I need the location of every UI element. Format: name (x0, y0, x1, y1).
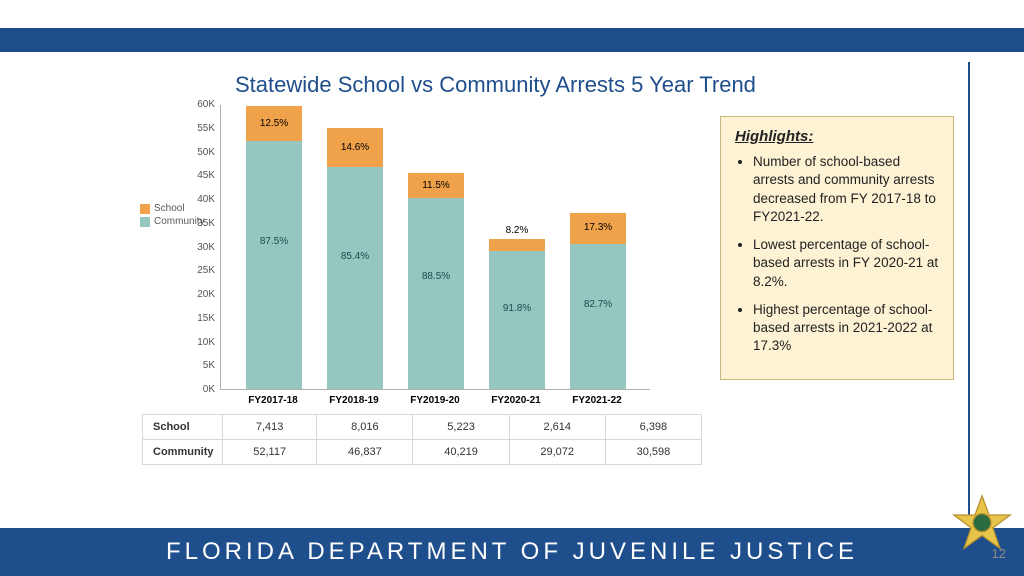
row-school-label: School (143, 415, 223, 440)
bar-label-school: 14.6% (327, 142, 383, 153)
bar-label-community: 85.4% (327, 251, 383, 262)
highlight-item: Number of school-based arrests and commu… (753, 153, 939, 226)
chart-container: School Community 0K5K10K15K20K25K30K35K4… (140, 105, 700, 465)
y-tick: 10K (181, 337, 215, 348)
y-tick: 40K (181, 194, 215, 205)
cell: 30,598 (605, 440, 701, 465)
footer-bar: FLORIDA DEPARTMENT OF JUVENILE JUSTICE (0, 528, 1024, 576)
bar-school: 11.5% (408, 173, 464, 198)
highlights-box: Highlights: Number of school-based arres… (720, 116, 954, 380)
bar-group: 87.5% 12.5% (246, 106, 302, 389)
cell: 5,223 (413, 415, 509, 440)
bar-group: 85.4% 14.6% (327, 128, 383, 389)
cell: 8,016 (317, 415, 413, 440)
y-tick: 0K (181, 384, 215, 395)
bar-school: 12.5% (246, 106, 302, 141)
bar-label-community: 87.5% (246, 236, 302, 247)
bar-community: 85.4% (327, 167, 383, 389)
agency-badge-icon (950, 492, 1014, 556)
y-tick: 25K (181, 265, 215, 276)
swatch-school (140, 204, 150, 214)
y-tick: 50K (181, 147, 215, 158)
cell: 7,413 (223, 415, 317, 440)
x-category: FY2017-18 (232, 395, 314, 406)
bar-school: 8.2% (489, 239, 545, 251)
x-category: FY2019-20 (394, 395, 476, 406)
bar-group: 88.5% 11.5% (408, 173, 464, 389)
bar-label-community: 88.5% (408, 271, 464, 282)
bar-group: 91.8% 8.2% (489, 239, 545, 390)
footer-text: FLORIDA DEPARTMENT OF JUVENILE JUSTICE (166, 538, 858, 566)
bar-label-school: 11.5% (408, 180, 464, 191)
y-tick: 45K (181, 170, 215, 181)
bar-community: 82.7% (570, 244, 626, 389)
y-tick: 55K (181, 123, 215, 134)
y-tick: 60K (181, 99, 215, 110)
highlight-item: Highest percentage of school-based arres… (753, 301, 939, 356)
bar-label-school: 17.3% (570, 222, 626, 233)
cell: 46,837 (317, 440, 413, 465)
legend-school-label: School (154, 203, 185, 214)
y-tick: 15K (181, 313, 215, 324)
highlights-title: Highlights: (735, 127, 939, 147)
right-divider (968, 62, 970, 518)
chart-title: Statewide School vs Community Arrests 5 … (235, 72, 756, 98)
x-category: FY2018-19 (313, 395, 395, 406)
bar-school: 17.3% (570, 213, 626, 243)
top-bar (0, 28, 1024, 52)
bar-label-community: 91.8% (489, 303, 545, 314)
bar-community: 87.5% (246, 141, 302, 389)
cell: 2,614 (509, 415, 605, 440)
bar-label-community: 82.7% (570, 299, 626, 310)
cell: 40,219 (413, 440, 509, 465)
cell: 6,398 (605, 415, 701, 440)
swatch-community (140, 217, 150, 227)
cell: 29,072 (509, 440, 605, 465)
x-category: FY2020-21 (475, 395, 557, 406)
row-community-label: Community (143, 440, 223, 465)
y-tick: 30K (181, 242, 215, 253)
bar-label-school: 8.2% (489, 225, 545, 236)
bar-community: 91.8% (489, 251, 545, 389)
x-category: FY2021-22 (556, 395, 638, 406)
y-tick: 20K (181, 289, 215, 300)
highlight-item: Lowest percentage of school-based arrest… (753, 236, 939, 291)
y-tick: 5K (181, 360, 215, 371)
bar-label-school: 12.5% (246, 118, 302, 129)
plot-area: 0K5K10K15K20K25K30K35K40K45K50K55K60K87.… (220, 105, 650, 390)
bar-school: 14.6% (327, 128, 383, 166)
y-tick: 35K (181, 218, 215, 229)
bar-group: 82.7% 17.3% (570, 213, 626, 389)
data-table: School 7,413 8,016 5,223 2,614 6,398 Com… (142, 414, 702, 465)
cell: 52,117 (223, 440, 317, 465)
bar-community: 88.5% (408, 198, 464, 389)
